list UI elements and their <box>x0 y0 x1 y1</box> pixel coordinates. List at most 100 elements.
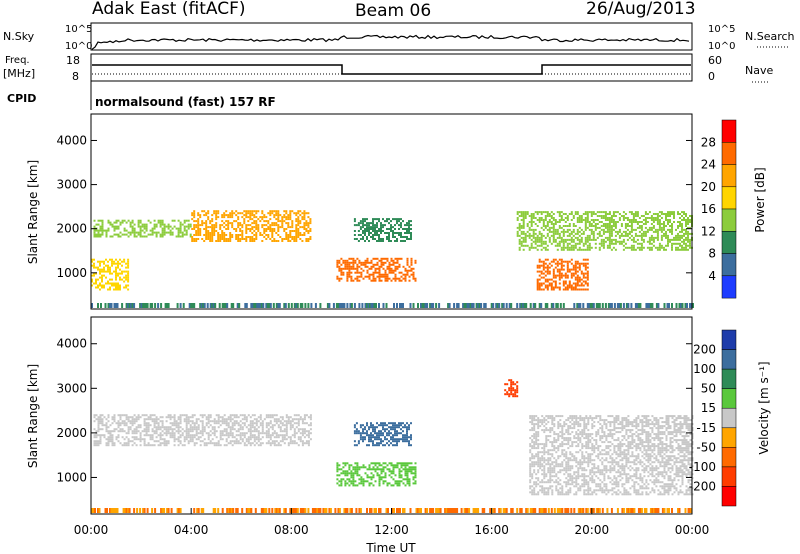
velocity-cell-0 <box>97 444 100 447</box>
power-cell-4 <box>357 234 360 236</box>
velocity-cell-0 <box>293 442 296 445</box>
velocity-cell-4 <box>529 457 532 460</box>
velocity-cell-0 <box>273 440 276 443</box>
velocity-cell-0 <box>271 426 274 429</box>
power-cell-1 <box>193 226 196 229</box>
velocity-cell-1 <box>378 482 381 485</box>
velocity-cell-4 <box>557 423 560 426</box>
power-cell-2 <box>93 258 95 261</box>
power-cell-6 <box>644 234 647 237</box>
velocity-cell-0 <box>199 432 202 435</box>
velocity-cell-4 <box>555 461 558 464</box>
power-cell-6 <box>683 240 685 243</box>
velocity-cell-1 <box>414 474 417 477</box>
velocity-cell-4 <box>575 431 578 434</box>
velocity-cell-0 <box>285 414 288 417</box>
velocity-cell-1 <box>352 472 355 475</box>
power-cell-4 <box>372 222 374 225</box>
power-cell-4 <box>396 232 398 234</box>
velocity-cell-0 <box>227 424 230 427</box>
power-cell-4 <box>386 232 388 234</box>
power-cell-6 <box>636 234 639 237</box>
velocity-cell-0 <box>171 430 174 433</box>
velocity-cell-4 <box>541 447 544 450</box>
velocity-cell-1 <box>380 468 383 471</box>
power-cell-1 <box>301 234 304 236</box>
velocity-cell-0 <box>147 426 150 429</box>
power-cell-4 <box>410 228 412 230</box>
power-cell-6 <box>685 215 687 217</box>
power-cell-6 <box>673 236 675 239</box>
power-cell-6 <box>552 230 555 233</box>
power-cell-6 <box>560 217 563 219</box>
velocity-cell-0 <box>99 420 102 423</box>
velocity-cell-0 <box>219 424 222 427</box>
velocity-cell-0 <box>147 416 150 419</box>
velocity-cell-4 <box>567 427 570 430</box>
power-cell-3 <box>376 261 379 264</box>
power-cell-6 <box>640 242 643 245</box>
power-ground-cell <box>319 303 322 308</box>
power-cell-3 <box>394 267 397 270</box>
power-cell-6 <box>671 226 673 229</box>
power-cell-6 <box>570 240 573 243</box>
velocity-cell-4 <box>551 491 554 494</box>
power-ground-cell <box>337 303 340 308</box>
power-cell-5 <box>574 266 577 269</box>
power-cell-6 <box>679 248 681 251</box>
power-cell-6 <box>520 219 523 221</box>
power-cell-4 <box>396 238 398 240</box>
power-cell-5 <box>562 284 565 287</box>
velocity-cell-4 <box>557 489 560 492</box>
power-cell-4 <box>408 220 410 223</box>
velocity-cell-0 <box>251 436 254 439</box>
power-cell-4 <box>396 240 398 242</box>
power-cell-6 <box>592 230 595 233</box>
power-cell-5 <box>582 280 585 283</box>
velocity-cell-0 <box>179 442 182 445</box>
velocity-cell-4 <box>565 463 568 466</box>
velocity-cell-0 <box>107 416 110 419</box>
power-cell-4 <box>398 220 400 223</box>
freq-frame <box>90 53 693 82</box>
velocity-cell-0 <box>309 424 312 427</box>
power-cell-0 <box>121 221 124 224</box>
power-cell-4 <box>398 232 400 234</box>
velocity-cell-2 <box>362 440 364 443</box>
power-cell-6 <box>679 234 681 237</box>
power-cell-2 <box>109 282 111 285</box>
power-cell-1 <box>237 238 240 240</box>
power-cell-3 <box>346 267 349 270</box>
velocity-cell-2 <box>374 444 376 447</box>
velocity-cell-0 <box>293 422 296 425</box>
nsky-tick-bottom: 10^0 <box>65 41 92 52</box>
velocity-cell-0 <box>203 438 206 441</box>
velocity-cell-4 <box>587 483 590 486</box>
velocity-cell-0 <box>253 434 256 437</box>
velocity-cell-0 <box>215 444 218 447</box>
velocity-cell-4 <box>563 425 566 428</box>
power-cell-1 <box>247 212 250 215</box>
velocity-cell-4 <box>583 425 586 428</box>
velocity-cell-0 <box>267 436 270 439</box>
power-cell-4 <box>402 236 404 238</box>
velocity-cell-0 <box>219 432 222 435</box>
velocity-cell-4 <box>543 429 546 432</box>
velocity-cell-4 <box>565 455 568 458</box>
velocity-cell-3 <box>516 387 519 390</box>
power-cell-5 <box>544 274 547 277</box>
power-cell-5 <box>584 276 587 279</box>
power-ground-cell <box>338 303 341 308</box>
velocity-cell-4 <box>543 419 546 422</box>
power-cell-1 <box>285 216 288 219</box>
velocity-cell-4 <box>529 469 532 472</box>
power-cell-6 <box>550 221 553 223</box>
velocity-cell-2 <box>408 436 410 439</box>
power-cell-6 <box>656 228 659 231</box>
velocity-cell-1 <box>362 484 365 487</box>
power-cell-6 <box>558 232 561 235</box>
velocity-cell-4 <box>543 465 546 468</box>
power-cell-4 <box>386 228 388 230</box>
power-cell-3 <box>410 269 413 272</box>
power-cell-5 <box>560 264 563 267</box>
